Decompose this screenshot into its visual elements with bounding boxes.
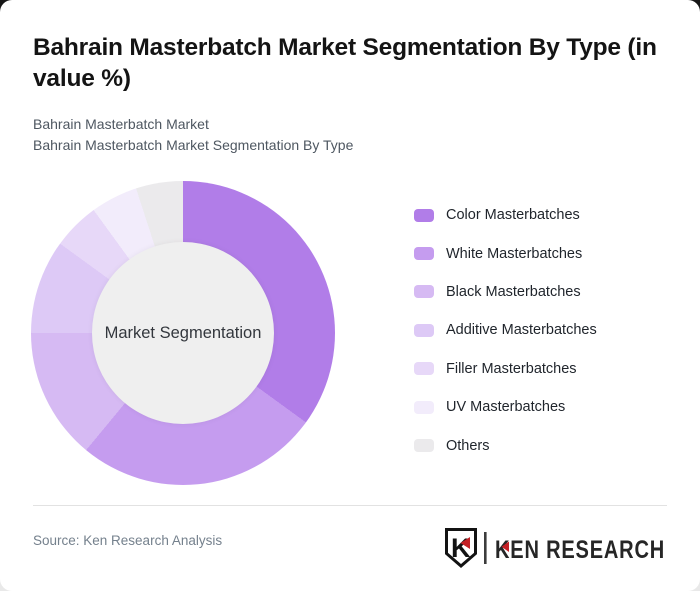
ken-research-logo: K KEN RESEARCH bbox=[445, 528, 665, 568]
legend-item[interactable]: Black Masterbatches bbox=[414, 273, 674, 311]
logo-divider bbox=[484, 532, 487, 564]
subtitle-line-2: Bahrain Masterbatch Market Segmentation … bbox=[33, 137, 354, 153]
chart-legend: Color Masterbatches White Masterbatches Bl… bbox=[414, 196, 674, 465]
legend-item[interactable]: Others bbox=[414, 426, 674, 464]
legend-label: Color Masterbatches bbox=[446, 207, 580, 224]
donut-center-label: Market Segmentation bbox=[104, 323, 262, 342]
legend-label: Others bbox=[446, 437, 490, 454]
logo-emblem-letter: K bbox=[451, 533, 471, 563]
chart-subtitle: Bahrain Masterbatch Market Bahrain Maste… bbox=[33, 114, 653, 156]
footer-divider bbox=[33, 505, 667, 506]
donut-center: Market Segmentation bbox=[92, 242, 274, 424]
legend-item[interactable]: Additive Masterbatches bbox=[414, 311, 674, 349]
donut-chart[interactable]: Market Segmentation bbox=[31, 181, 335, 485]
legend-item[interactable]: UV Masterbatches bbox=[414, 388, 674, 426]
legend-swatch-icon bbox=[414, 362, 434, 376]
legend-item[interactable]: White Masterbatches bbox=[414, 234, 674, 272]
legend-label: UV Masterbatches bbox=[446, 399, 566, 416]
legend-swatch-icon bbox=[414, 323, 434, 337]
legend-swatch-icon bbox=[414, 285, 434, 299]
legend-label: Additive Masterbatches bbox=[446, 322, 597, 339]
legend-swatch-icon bbox=[414, 439, 434, 453]
legend-item[interactable]: Filler Masterbatches bbox=[414, 350, 674, 388]
legend-item[interactable]: Color Masterbatches bbox=[414, 196, 674, 234]
legend-label: Black Masterbatches bbox=[446, 283, 581, 300]
legend-swatch-icon bbox=[414, 208, 434, 222]
logo-brand-text: KEN RESEARCH bbox=[495, 536, 665, 564]
source-text: Source: Ken Research Analysis bbox=[33, 533, 223, 548]
legend-swatch-icon bbox=[414, 247, 434, 261]
legend-label: White Masterbatches bbox=[446, 245, 583, 262]
subtitle-line-1: Bahrain Masterbatch Market bbox=[33, 116, 209, 132]
page-title: Bahrain Masterbatch Market Segmentation … bbox=[33, 34, 657, 92]
logo-shield-icon: K bbox=[445, 528, 477, 568]
legend-label: Filler Masterbatches bbox=[446, 360, 577, 377]
legend-swatch-icon bbox=[414, 400, 434, 414]
